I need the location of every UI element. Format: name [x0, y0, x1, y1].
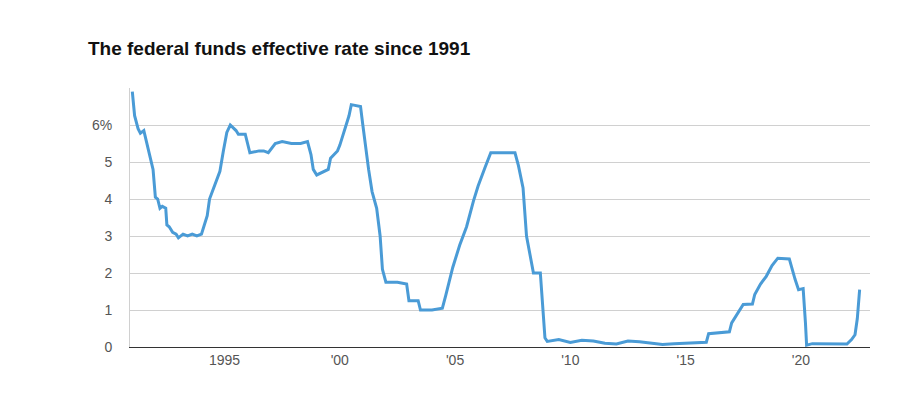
svg-text:'15: '15	[676, 352, 694, 368]
svg-text:3: 3	[104, 228, 112, 244]
svg-text:'20: '20	[792, 352, 810, 368]
svg-text:4: 4	[104, 191, 112, 207]
svg-text:0: 0	[104, 339, 112, 355]
svg-text:1995: 1995	[209, 352, 240, 368]
svg-text:2: 2	[104, 265, 112, 281]
svg-text:'00: '00	[331, 352, 349, 368]
svg-text:'10: '10	[561, 352, 579, 368]
svg-text:1: 1	[104, 302, 112, 318]
svg-text:6%: 6%	[92, 117, 112, 133]
svg-text:5: 5	[104, 154, 112, 170]
svg-text:The federal funds effective ra: The federal funds effective rate since 1…	[88, 38, 471, 59]
svg-text:'05: '05	[446, 352, 464, 368]
